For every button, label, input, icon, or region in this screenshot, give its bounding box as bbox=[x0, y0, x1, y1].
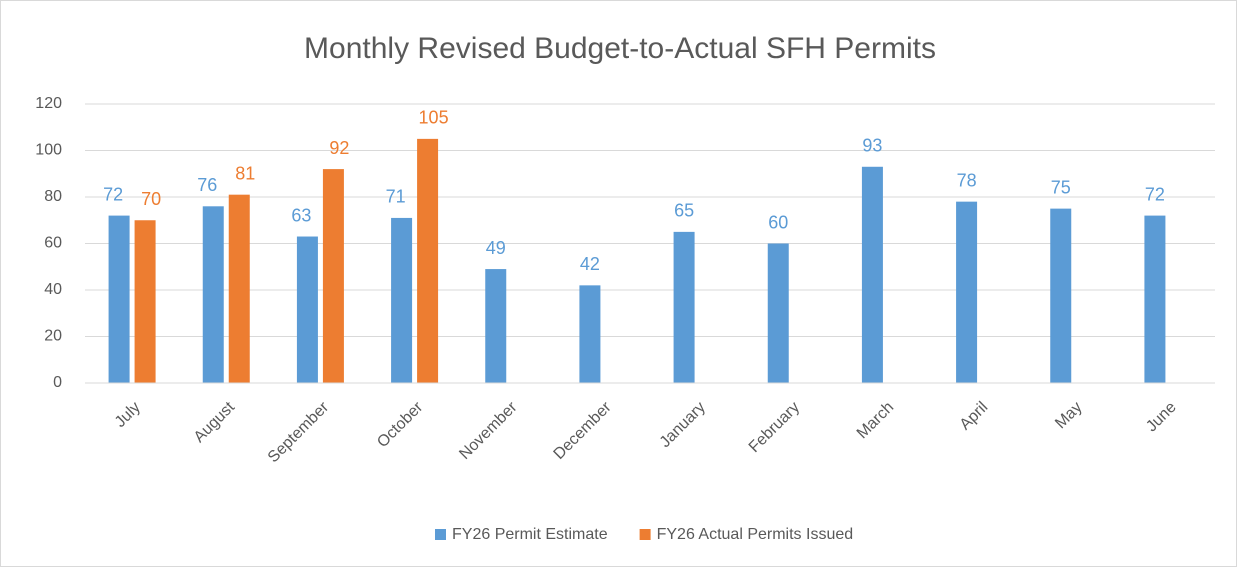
y-tick-label: 100 bbox=[35, 142, 62, 159]
y-tick-label: 120 bbox=[35, 95, 62, 112]
data-label: 49 bbox=[486, 238, 506, 258]
data-label: 72 bbox=[103, 184, 123, 204]
data-label: 65 bbox=[674, 201, 694, 221]
bar bbox=[296, 236, 318, 383]
chart-title: Monthly Revised Budget-to-Actual SFH Per… bbox=[304, 32, 936, 65]
y-tick-label: 60 bbox=[44, 235, 62, 252]
bar bbox=[861, 166, 883, 383]
bar bbox=[579, 285, 601, 383]
data-label: 76 bbox=[197, 175, 217, 195]
legend-label: FY26 Actual Permits Issued bbox=[657, 526, 854, 543]
data-label: 75 bbox=[1051, 177, 1071, 197]
bar bbox=[322, 169, 344, 383]
data-label: 81 bbox=[235, 163, 255, 183]
bar bbox=[202, 206, 224, 383]
y-tick-label: 80 bbox=[44, 188, 62, 205]
data-label: 71 bbox=[386, 187, 406, 207]
data-label: 78 bbox=[957, 170, 977, 190]
data-label: 72 bbox=[1145, 184, 1165, 204]
bar bbox=[228, 194, 250, 383]
data-label: 60 bbox=[768, 212, 788, 232]
data-label: 42 bbox=[580, 254, 600, 274]
bar bbox=[767, 243, 789, 383]
y-tick-label: 40 bbox=[44, 281, 62, 298]
legend-swatch bbox=[435, 529, 446, 540]
y-tick-label: 20 bbox=[44, 328, 62, 345]
legend-label: FY26 Permit Estimate bbox=[452, 526, 608, 543]
bar bbox=[417, 138, 439, 383]
legend-swatch bbox=[639, 529, 651, 540]
y-tick-label: 0 bbox=[53, 374, 62, 391]
bar bbox=[391, 217, 413, 383]
bar bbox=[1144, 215, 1166, 383]
data-label: 92 bbox=[329, 138, 349, 158]
bar bbox=[673, 231, 695, 383]
bar bbox=[485, 269, 507, 383]
bar bbox=[134, 220, 156, 383]
bar bbox=[108, 215, 130, 383]
bar bbox=[956, 201, 978, 383]
data-label: 105 bbox=[419, 108, 449, 128]
data-label: 70 bbox=[141, 189, 161, 209]
data-label: 93 bbox=[862, 136, 882, 156]
data-label: 63 bbox=[291, 205, 311, 225]
bar bbox=[1050, 208, 1072, 383]
